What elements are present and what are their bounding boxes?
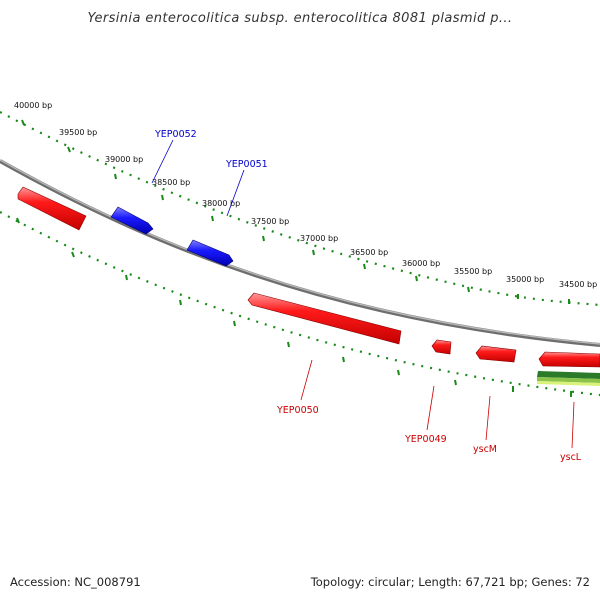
tick-39000 [114,173,117,180]
gene-label-yep0052[interactable]: YEP0052 [154,129,197,140]
gene-yep0049-arrow[interactable] [431,339,452,355]
tick-38500 [161,194,164,201]
gene-yscl-arrow[interactable] [538,351,600,368]
inner-tick [287,341,290,348]
scale-label: 37000 bp [300,234,338,243]
scale-label: 38500 bp [152,178,190,187]
tick-40000 [21,119,25,126]
inner-tick [233,320,236,327]
gene-label-yscm[interactable]: yscM [473,444,497,455]
inner-tick [16,217,20,224]
inner-major-ticks [16,217,572,397]
scale-label: 36500 bp [350,248,388,257]
scale-labels: 40000 bp 39500 bp 39000 bp 38500 bp 3800… [14,101,597,289]
inner-tick [179,299,182,306]
topology-summary: Topology: circular; Length: 67,721 bp; G… [310,575,590,589]
gene-label-yep0049[interactable]: YEP0049 [404,434,447,445]
tick-38000 [211,215,214,222]
gc-band-dark [537,371,600,379]
leader-yscm [485,395,491,441]
gene-label-yscl[interactable]: yscL [560,452,582,463]
leader-yscl [571,401,575,449]
scale-label: 34500 bp [559,280,597,289]
inner-tick [125,274,128,281]
gene-yep0050-arrow[interactable] [247,292,402,345]
inner-tick [397,369,400,376]
gene-label-yep0050[interactable]: YEP0050 [276,405,319,416]
inner-scale-track [0,211,600,397]
plasmid-backbone-highlight [0,159,600,345]
inner-tick [71,251,75,258]
tick-36500 [363,263,366,270]
tick-37000 [312,249,315,256]
accession-text: Accession: NC_008791 [10,575,141,589]
leader-lines [151,139,575,449]
outer-scale-track [0,111,600,307]
outer-major-ticks [21,119,570,304]
gene-unlabeled-arrow[interactable] [17,186,87,231]
gene-yscm-arrow[interactable] [475,345,517,363]
inner-tick [342,356,345,363]
plasmid-backbone [0,159,600,347]
map-title: Yersinia enterocolitica subsp. enterocol… [88,11,513,26]
inner-tick [454,379,457,386]
gc-track [537,371,600,386]
tick-35500 [467,286,470,293]
scale-label: 35500 bp [454,267,492,276]
gc-band-light [537,381,600,386]
leader-yep0049 [426,385,435,431]
scale-label: 39500 bp [59,128,97,137]
leader-yep0051 [226,169,245,217]
scale-label: 38000 bp [202,199,240,208]
gene-label-yep0051[interactable]: YEP0051 [225,159,268,170]
gene-yep0052-arrow[interactable] [110,206,154,235]
scale-label: 39000 bp [105,155,143,164]
tick-39500 [67,146,71,153]
reverse-genes [17,186,600,368]
tick-37500 [262,235,265,242]
scale-label: 40000 bp [14,101,52,110]
scale-label: 35000 bp [506,275,544,284]
tick-36000 [415,275,418,282]
scale-label: 36000 bp [402,259,440,268]
scale-label: 37500 bp [251,217,289,226]
gene-yep0051-arrow[interactable] [186,239,234,267]
forward-genes [110,206,234,267]
leader-yep0050 [300,359,313,401]
gene-labels: YEP0052 YEP0051 YEP0050 YEP0049 yscM ysc… [154,129,582,463]
leader-yep0052 [151,139,174,184]
